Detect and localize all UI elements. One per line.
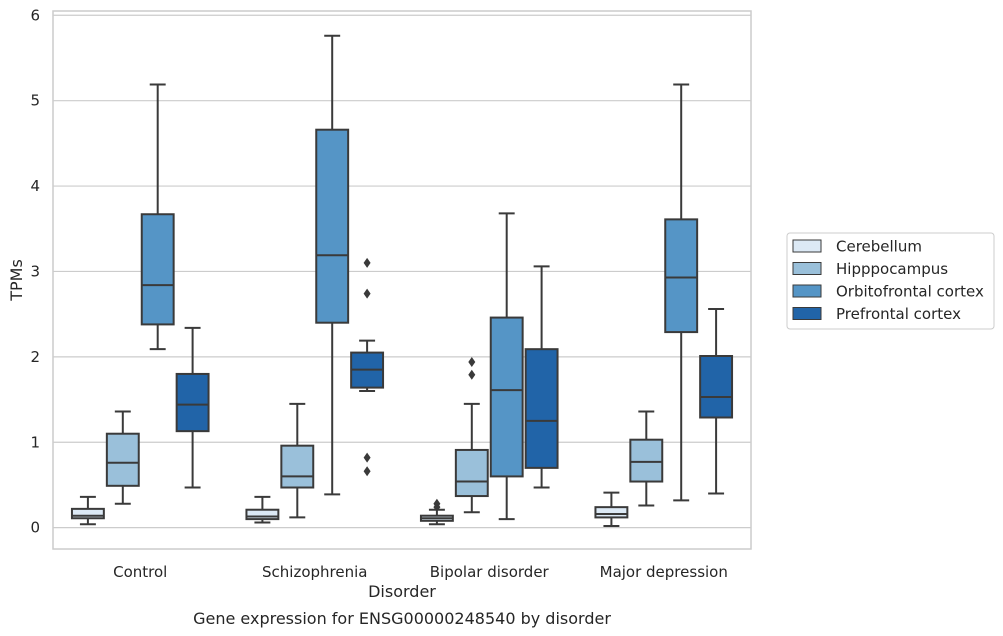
y-tick-labels: 0 1 2 3 4 5 6 (30, 6, 40, 536)
box-iqr (105, 432, 140, 487)
box-iqr (140, 213, 175, 326)
box-iqr (594, 506, 629, 519)
x-axis-label: Disorder (368, 582, 436, 601)
outlier-point (363, 257, 371, 268)
box-iqr (629, 438, 664, 483)
outlier-point (363, 288, 371, 299)
legend-frame (786, 232, 995, 330)
box-iqr (175, 372, 210, 433)
x-tick-label: Bipolar disorder (430, 563, 550, 581)
box-cerebellum (594, 491, 629, 527)
box-prefrontal-cortex (699, 308, 734, 495)
legend-swatch (792, 307, 822, 320)
box-cerebellum (419, 498, 454, 526)
box-iqr (524, 348, 559, 469)
x-tick-label: Major depression (600, 563, 728, 581)
box-orbitofrontal-cortex (489, 212, 524, 521)
legend: Cerebellum Hipppocampus Orbitofrontal cort… (786, 232, 995, 330)
box-iqr (245, 508, 280, 521)
y-tick-label: 0 (30, 519, 40, 537)
outlier-point (433, 498, 441, 509)
legend-label: Hipppocampus (836, 260, 948, 278)
y-tick-label: 2 (30, 348, 40, 366)
box-plots (70, 34, 734, 527)
box-orbitofrontal-cortex (315, 34, 350, 496)
y-axis-label: TPMs (7, 259, 26, 302)
y-tick-label: 3 (30, 262, 40, 280)
box-iqr (664, 218, 699, 334)
y-tick-label: 6 (30, 6, 40, 24)
y-tick-label: 5 (30, 92, 40, 110)
legend-label: Prefrontal cortex (836, 305, 961, 323)
box-iqr (454, 448, 489, 498)
box-iqr (489, 316, 524, 478)
outlier-point (363, 466, 371, 477)
box-prefrontal-cortex (524, 265, 559, 489)
chart-caption: Gene expression for ENSG00000248540 by d… (193, 609, 611, 628)
box-hipppocampus (280, 402, 315, 519)
legend-label: Cerebellum (836, 238, 922, 256)
legend-swatch (792, 284, 822, 298)
outlier-point (468, 356, 476, 367)
box-iqr (699, 355, 734, 419)
box-hipppocampus (454, 356, 489, 514)
box-cerebellum (70, 495, 105, 526)
outlier-point (363, 452, 371, 463)
box-iqr (280, 444, 315, 489)
box-prefrontal-cortex (175, 326, 210, 489)
box-hipppocampus (105, 410, 140, 505)
outlier-point (468, 369, 476, 380)
box-cerebellum (245, 495, 280, 524)
legend-swatch (792, 239, 822, 253)
x-tick-label: Schizophrenia (262, 563, 367, 581)
legend-swatch (792, 262, 822, 275)
legend-label: Orbitofrontal cortex (836, 283, 984, 301)
box-orbitofrontal-cortex (664, 83, 699, 502)
box-prefrontal-cortex (350, 257, 385, 477)
box-orbitofrontal-cortex (140, 83, 175, 351)
box-hipppocampus (629, 410, 664, 507)
y-tick-label: 1 (30, 433, 40, 451)
box-iqr (70, 507, 105, 520)
x-tick-label: Control (113, 563, 167, 581)
y-tick-label: 4 (30, 177, 40, 195)
box-iqr (315, 128, 350, 324)
plot-frame (52, 10, 752, 550)
x-tick-labels: Control Schizophrenia Bipolar disorder Majo… (113, 563, 728, 581)
